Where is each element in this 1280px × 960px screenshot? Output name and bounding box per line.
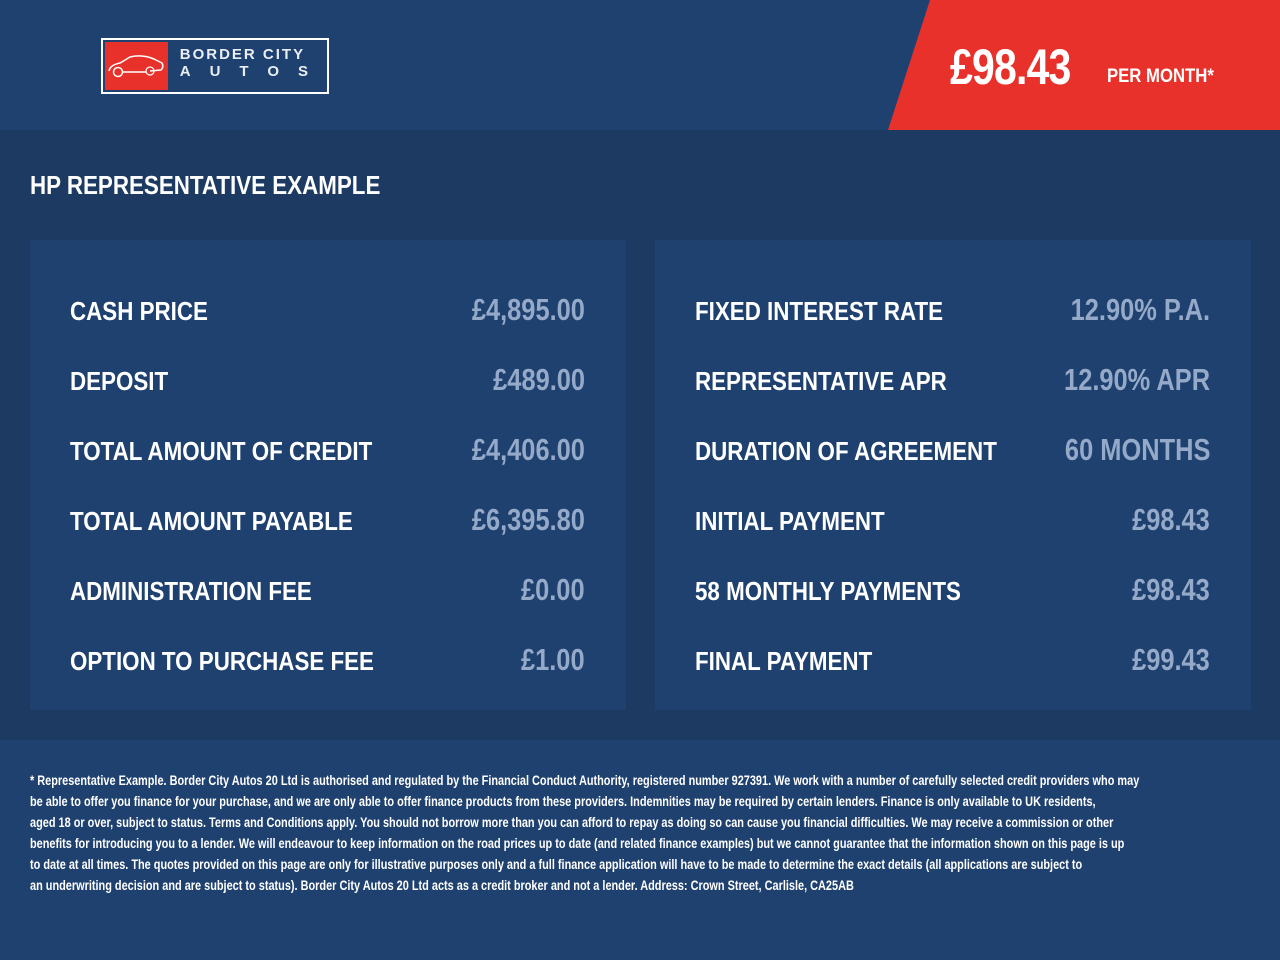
row-label: OPTION TO PURCHASE FEE	[70, 646, 374, 676]
finance-row: ADMINISTRATION FEE £0.00	[70, 570, 585, 610]
finance-row: DURATION OF AGREEMENT 60 MONTHS	[695, 430, 1210, 470]
disclaimer-line: an underwriting decision and are subject…	[30, 877, 854, 893]
row-label: DURATION OF AGREEMENT	[695, 436, 997, 466]
row-label: REPRESENTATIVE APR	[695, 366, 947, 396]
row-value: £4,895.00	[471, 292, 585, 327]
row-label: FINAL PAYMENT	[695, 646, 873, 676]
disclaimer-line: be able to offer you finance for your pu…	[30, 793, 1096, 809]
finance-row: 58 MONTHLY PAYMENTS £98.43	[695, 570, 1210, 610]
row-value: 12.90% P.A.	[1070, 292, 1210, 327]
car-icon	[105, 42, 168, 90]
logo[interactable]: BORDER CITY AUTOS	[101, 38, 329, 94]
row-label: TOTAL AMOUNT PAYABLE	[70, 506, 353, 536]
row-label: INITIAL PAYMENT	[695, 506, 885, 536]
row-value: 12.90% APR	[1063, 362, 1210, 397]
row-value: £99.43	[1132, 642, 1210, 677]
logo-line1: BORDER CITY	[179, 46, 306, 63]
finance-panel-left: CASH PRICE £4,895.00 DEPOSIT £489.00 TOTAL A…	[30, 240, 626, 710]
per-month-label: PER MONTH*	[1107, 66, 1214, 87]
logo-text: BORDER CITY AUTOS	[170, 40, 327, 92]
disclaimer-line: aged 18 or over, subject to status. Term…	[30, 814, 1114, 830]
monthly-price-banner: £98.43 PER MONTH*	[888, 0, 1280, 130]
row-value: 60 MONTHS	[1064, 432, 1210, 467]
row-label: ADMINISTRATION FEE	[70, 576, 312, 606]
finance-row: OPTION TO PURCHASE FEE £1.00	[70, 640, 585, 680]
row-label: FIXED INTEREST RATE	[695, 296, 944, 326]
logo-line2: AUTOS	[179, 63, 327, 80]
row-label: 58 MONTHLY PAYMENTS	[695, 576, 961, 606]
header: BORDER CITY AUTOS £98.43 PER MONTH*	[0, 0, 1280, 130]
finance-row: CASH PRICE £4,895.00	[70, 290, 585, 330]
finance-panel-right: FIXED INTEREST RATE 12.90% P.A. REPRESENTA…	[655, 240, 1251, 710]
row-value: £98.43	[1132, 572, 1210, 607]
row-value: £0.00	[521, 572, 585, 607]
disclaimer-line: * Representative Example. Border City Au…	[30, 772, 1140, 788]
monthly-price: £98.43	[950, 39, 1071, 95]
finance-row: FINAL PAYMENT £99.43	[695, 640, 1210, 680]
disclaimer-line: to date at all times. The quotes provide…	[30, 856, 1083, 872]
disclaimer: * Representative Example. Border City Au…	[30, 770, 1280, 896]
row-value: £6,395.80	[471, 502, 585, 537]
finance-row: INITIAL PAYMENT £98.43	[695, 500, 1210, 540]
row-label: TOTAL AMOUNT OF CREDIT	[70, 436, 373, 466]
disclaimer-line: benefits for introducing you to a lender…	[30, 835, 1125, 851]
finance-row: DEPOSIT £489.00	[70, 360, 585, 400]
finance-row: FIXED INTEREST RATE 12.90% P.A.	[695, 290, 1210, 330]
row-label: DEPOSIT	[70, 366, 169, 396]
finance-row: REPRESENTATIVE APR 12.90% APR	[695, 360, 1210, 400]
finance-row: TOTAL AMOUNT OF CREDIT £4,406.00	[70, 430, 585, 470]
finance-row: TOTAL AMOUNT PAYABLE £6,395.80	[70, 500, 585, 540]
row-value: £4,406.00	[471, 432, 585, 467]
section-title: HP REPRESENTATIVE EXAMPLE	[30, 170, 381, 200]
row-value: £98.43	[1132, 502, 1210, 537]
row-label: CASH PRICE	[70, 296, 208, 326]
row-value: £1.00	[521, 642, 585, 677]
row-value: £489.00	[493, 362, 585, 397]
